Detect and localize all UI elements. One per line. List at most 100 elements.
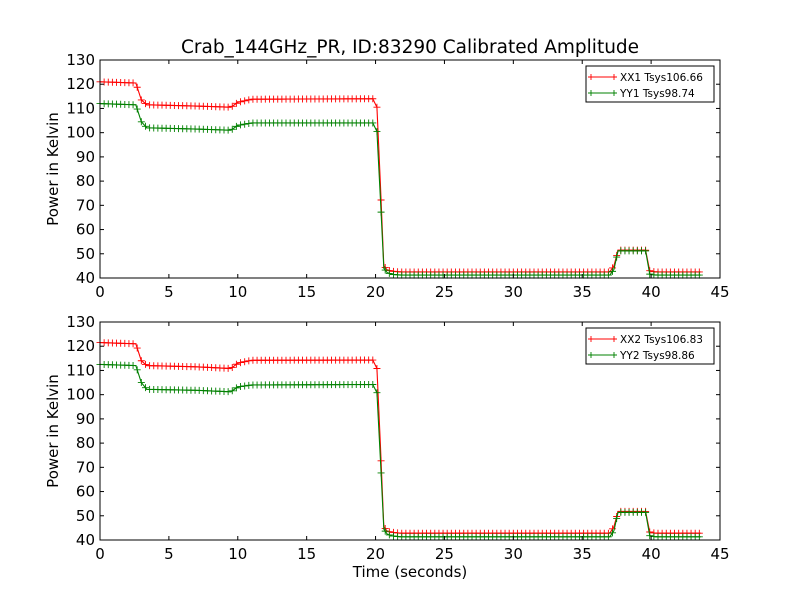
data-point-marker — [129, 340, 137, 348]
data-point-marker — [241, 358, 249, 366]
data-point-marker — [646, 270, 654, 278]
data-point-marker — [241, 382, 249, 390]
legend-entry: XX2 Tsys106.83 — [620, 334, 703, 346]
x-tick-label: 25 — [435, 283, 454, 301]
data-point-marker — [141, 360, 149, 368]
data-point-marker — [232, 360, 240, 368]
data-point-marker — [245, 96, 253, 104]
data-point-marker — [137, 96, 145, 104]
y-tick-label: 70 — [76, 458, 95, 476]
plot-frame — [99, 321, 721, 541]
series-2 — [96, 100, 703, 279]
data-point-marker — [228, 102, 236, 110]
x-tick-label: 15 — [297, 545, 316, 563]
data-point-marker — [129, 101, 137, 109]
data-point-marker — [385, 269, 393, 277]
y-tick-label: 120 — [66, 75, 95, 93]
x-tick-label: 20 — [366, 545, 385, 563]
data-point-marker — [604, 271, 612, 279]
x-tick-label: 40 — [642, 283, 661, 301]
data-point-marker — [133, 105, 141, 113]
data-point-marker — [609, 267, 617, 275]
data-point-marker — [129, 362, 137, 370]
data-point-marker — [369, 356, 377, 364]
data-point-marker — [224, 126, 232, 134]
y-tick-label: 120 — [66, 337, 95, 355]
y-tick-label: 90 — [76, 148, 95, 166]
legend-marker — [588, 336, 594, 342]
legend-marker — [611, 74, 617, 80]
x-tick-label: 45 — [710, 283, 729, 301]
series-2 — [96, 360, 703, 541]
legend-entry: YY2 Tsys98.86 — [619, 350, 695, 362]
x-axis-label: Time (seconds) — [352, 563, 468, 581]
legend-marker — [588, 352, 594, 358]
data-point-marker — [377, 208, 385, 216]
legend-box — [585, 65, 715, 103]
x-tick-label: 0 — [95, 545, 105, 563]
data-point-marker — [381, 527, 389, 535]
data-point-marker — [137, 357, 145, 365]
data-point-marker — [237, 98, 245, 106]
data-point-marker — [604, 533, 612, 541]
data-point-marker — [369, 119, 377, 127]
data-point-marker — [245, 119, 253, 127]
chart-panel-2: 0 5 10 15 20 25 30 35 40 45 40 50 60 70 80 90 100 110 120 1… — [44, 313, 730, 581]
x-tick-label: 5 — [164, 283, 174, 301]
figure-title: Crab_144GHz_PR, ID:83290 Calibrated Ampl… — [181, 37, 639, 58]
data-point-marker — [695, 533, 703, 541]
data-point-marker — [141, 384, 149, 392]
data-point-marker — [237, 383, 245, 391]
data-point-marker — [373, 103, 381, 111]
x-tick-label: 45 — [710, 545, 729, 563]
data-point-marker — [237, 359, 245, 367]
y-tick-label: 80 — [76, 434, 95, 452]
data-point-marker — [373, 389, 381, 397]
data-point-marker — [245, 357, 253, 365]
y-axis-label: Power in Kelvin — [44, 374, 62, 488]
y-tick-label: 50 — [76, 507, 95, 525]
data-point-marker — [609, 529, 617, 537]
y-tick-label: 80 — [76, 172, 95, 190]
data-point-marker — [224, 364, 232, 372]
x-tick-label: 40 — [642, 545, 661, 563]
legend-marker — [611, 90, 617, 96]
x-tick-label: 35 — [573, 283, 592, 301]
data-point-marker — [228, 125, 236, 133]
y-tick-label: 130 — [66, 51, 95, 69]
y-tick-label: 110 — [66, 99, 95, 117]
data-point-marker — [232, 384, 240, 392]
data-point-marker — [369, 95, 377, 103]
data-point-marker — [613, 253, 621, 261]
y-tick-label: 60 — [76, 483, 95, 501]
data-point-marker — [224, 388, 232, 396]
series-markers — [96, 360, 703, 541]
plots: 0 5 10 15 20 25 30 35 40 454050607080901001101201… — [44, 51, 730, 581]
data-point-marker — [642, 247, 650, 255]
data-point-marker — [377, 469, 385, 477]
data-point-marker — [369, 380, 377, 388]
y-tick-label: 90 — [76, 410, 95, 428]
legend-marker — [588, 90, 594, 96]
y-tick-label: 50 — [76, 245, 95, 263]
y-tick-label: 40 — [76, 531, 95, 549]
x-tick-label: 30 — [504, 283, 523, 301]
y-tick-label: 70 — [76, 196, 95, 214]
y-tick-label: 100 — [66, 124, 95, 142]
y-tick-label: 100 — [66, 386, 95, 404]
series-markers — [96, 100, 703, 279]
data-point-marker — [224, 103, 232, 111]
data-point-marker — [373, 127, 381, 135]
chart-panel-1: 0 5 10 15 20 25 30 35 40 45 40 50 60 70 80 90 100 110 120 1… — [44, 51, 730, 301]
y-tick-label: 130 — [66, 313, 95, 331]
x-tick-label: 0 — [95, 283, 105, 301]
data-point-marker — [228, 387, 236, 395]
data-point-marker — [695, 271, 703, 279]
legend-marker — [611, 352, 617, 358]
data-point-marker — [642, 508, 650, 516]
legend-marker — [588, 74, 594, 80]
data-point-marker — [389, 532, 397, 540]
data-point-marker — [385, 531, 393, 539]
x-tick-label: 25 — [435, 545, 454, 563]
data-point-marker — [381, 266, 389, 274]
